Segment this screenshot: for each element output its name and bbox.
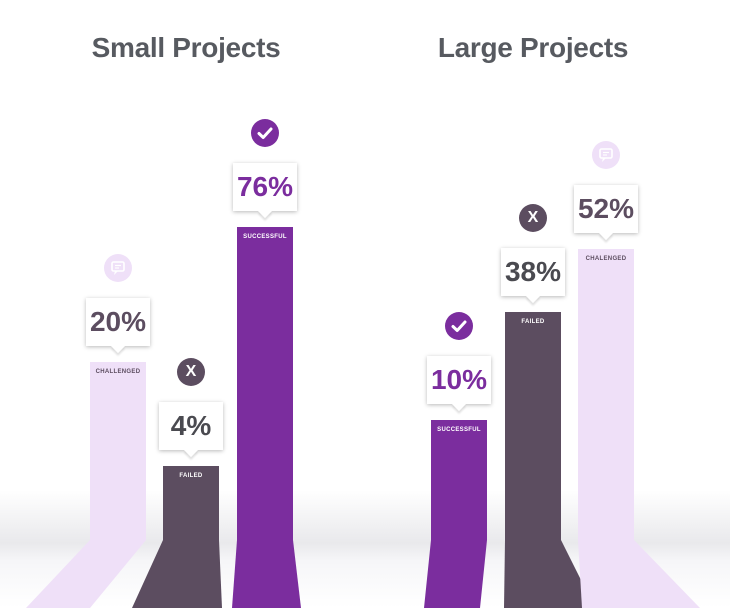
bar-failed (163, 466, 219, 540)
checkmark-icon (445, 312, 473, 340)
bar-category-label: SUCCESSFUL (437, 427, 481, 433)
bar-challenged (90, 362, 146, 540)
value-callout: 38% (501, 248, 565, 296)
bar-category-label: FAILED (179, 473, 203, 479)
bar-floor-reflection (26, 540, 146, 608)
bar-category-label: SUCCESSFUL (243, 234, 287, 240)
bar-failed (505, 312, 561, 540)
bar-floor-reflection (578, 540, 700, 608)
value-callout: 76% (233, 163, 297, 211)
value-callout: 52% (574, 185, 638, 233)
checkmark-icon (251, 119, 279, 147)
chart-title-small-projects: Small Projects (91, 32, 281, 63)
bar-floor-reflection (504, 540, 595, 608)
bar-floor-reflection (232, 540, 301, 608)
value-callout: 20% (86, 298, 150, 346)
bar-successful (237, 227, 293, 540)
value-callout: 4% (159, 402, 223, 450)
chat-bubble-icon (104, 254, 132, 282)
chart-title-large-projects: Large Projects (437, 32, 629, 63)
value-callout: 10% (427, 356, 491, 404)
bar-floor-reflection (424, 540, 487, 608)
bar-category-label: CHALLENGED (95, 369, 141, 375)
bar-category-label: CHALENGED (585, 256, 627, 262)
bar-floor-reflection (132, 540, 222, 608)
bar-successful (431, 420, 487, 540)
chat-bubble-icon (592, 141, 620, 169)
x-icon: X (519, 204, 547, 232)
x-icon: X (177, 358, 205, 386)
bar-category-label: FAILED (521, 319, 545, 325)
bar-chalenged (578, 249, 634, 540)
